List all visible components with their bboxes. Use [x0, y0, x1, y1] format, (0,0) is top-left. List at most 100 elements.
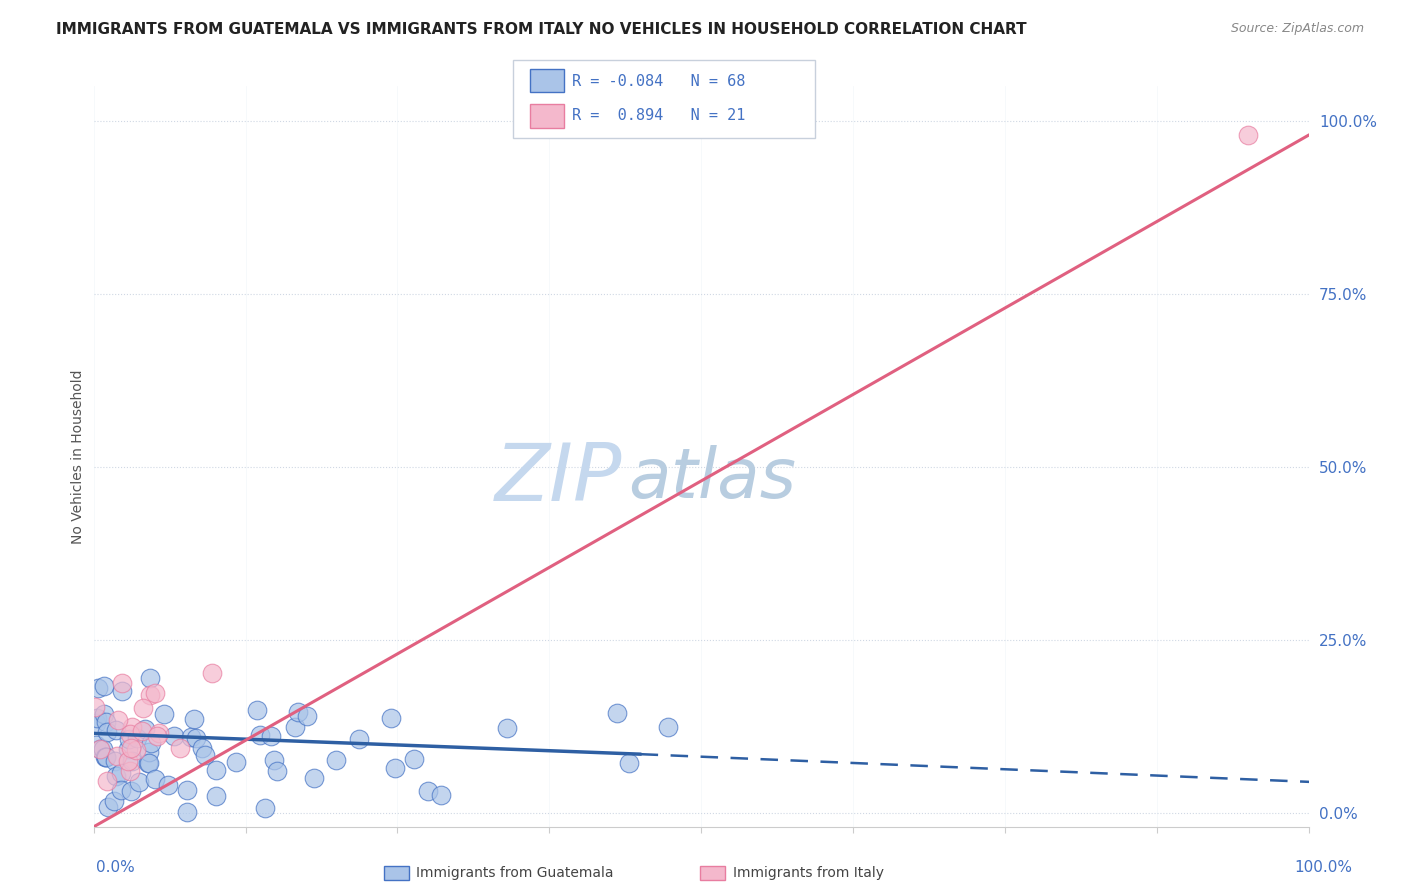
- Point: [120, 727, 142, 741]
- Text: IMMIGRANTS FROM GUATEMALA VS IMMIGRANTS FROM ITALY NO VEHICLES IN HOUSEHOLD CORR: IMMIGRANTS FROM GUATEMALA VS IMMIGRANTS …: [56, 22, 1026, 37]
- Point: [143, 772, 166, 787]
- Point: [91, 741, 114, 756]
- Point: [127, 731, 149, 745]
- Point: [111, 683, 134, 698]
- Point: [191, 741, 214, 756]
- Point: [103, 794, 125, 808]
- Point: [103, 754, 125, 768]
- Point: [120, 740, 142, 755]
- Point: [295, 709, 318, 723]
- Point: [225, 755, 247, 769]
- Point: [143, 686, 166, 700]
- Point: [97, 800, 120, 814]
- Point: [194, 747, 217, 762]
- Point: [139, 736, 162, 750]
- Point: [84, 716, 107, 731]
- Point: [246, 703, 269, 717]
- Point: [287, 705, 309, 719]
- Point: [384, 761, 406, 775]
- Text: Immigrants from Guatemala: Immigrants from Guatemala: [416, 866, 613, 880]
- Point: [110, 783, 132, 797]
- Point: [86, 711, 108, 725]
- Point: [139, 688, 162, 702]
- Point: [132, 701, 155, 715]
- Point: [125, 743, 148, 757]
- Point: [263, 753, 285, 767]
- Point: [136, 756, 159, 771]
- Point: [118, 764, 141, 778]
- Point: [131, 724, 153, 739]
- Point: [134, 723, 156, 737]
- Point: [84, 699, 107, 714]
- Point: [617, 756, 640, 770]
- Point: [266, 764, 288, 778]
- Point: [94, 714, 117, 729]
- Point: [1237, 128, 1260, 142]
- Point: [117, 754, 139, 768]
- Text: 100.0%: 100.0%: [1295, 861, 1353, 875]
- Point: [94, 750, 117, 764]
- Point: [94, 750, 117, 764]
- Point: [117, 742, 139, 756]
- Point: [146, 730, 169, 744]
- Point: [89, 741, 111, 756]
- Point: [169, 740, 191, 755]
- Point: [204, 789, 226, 803]
- Point: [96, 773, 118, 788]
- Point: [430, 788, 453, 802]
- Point: [416, 784, 439, 798]
- Point: [184, 731, 207, 746]
- Point: [121, 754, 143, 768]
- Text: ZIP: ZIP: [495, 440, 623, 518]
- Point: [93, 679, 115, 693]
- Point: [138, 746, 160, 760]
- Text: Source: ZipAtlas.com: Source: ZipAtlas.com: [1230, 22, 1364, 36]
- Y-axis label: No Vehicles in Household: No Vehicles in Household: [72, 369, 86, 544]
- Point: [404, 751, 426, 765]
- Point: [118, 732, 141, 747]
- Point: [128, 775, 150, 789]
- Point: [157, 778, 180, 792]
- Point: [107, 713, 129, 727]
- Text: R =  0.894   N = 21: R = 0.894 N = 21: [572, 109, 745, 123]
- Point: [249, 728, 271, 742]
- Point: [162, 729, 184, 743]
- Point: [183, 711, 205, 725]
- Point: [302, 771, 325, 785]
- Point: [254, 800, 277, 814]
- Point: [111, 676, 134, 690]
- Point: [495, 721, 517, 735]
- Point: [657, 720, 679, 734]
- Point: [201, 666, 224, 681]
- Point: [89, 741, 111, 756]
- Point: [176, 782, 198, 797]
- Point: [138, 756, 160, 771]
- Point: [96, 725, 118, 739]
- Point: [93, 707, 115, 722]
- Point: [180, 730, 202, 744]
- Point: [104, 769, 127, 783]
- Point: [380, 710, 402, 724]
- Point: [110, 765, 132, 780]
- Point: [205, 763, 228, 777]
- Point: [148, 726, 170, 740]
- Point: [259, 729, 281, 743]
- Point: [152, 707, 174, 722]
- Point: [121, 720, 143, 734]
- Point: [606, 706, 628, 720]
- Point: [176, 805, 198, 819]
- Point: [284, 720, 307, 734]
- Point: [349, 731, 371, 746]
- Text: Immigrants from Italy: Immigrants from Italy: [733, 866, 883, 880]
- Point: [104, 723, 127, 738]
- Point: [139, 671, 162, 685]
- Point: [86, 738, 108, 752]
- Text: R = -0.084   N = 68: R = -0.084 N = 68: [572, 74, 745, 88]
- Text: atlas: atlas: [628, 445, 796, 512]
- Point: [86, 681, 108, 695]
- Point: [105, 748, 128, 763]
- Point: [325, 753, 347, 767]
- Point: [94, 749, 117, 764]
- Point: [120, 784, 142, 798]
- Text: 0.0%: 0.0%: [96, 861, 135, 875]
